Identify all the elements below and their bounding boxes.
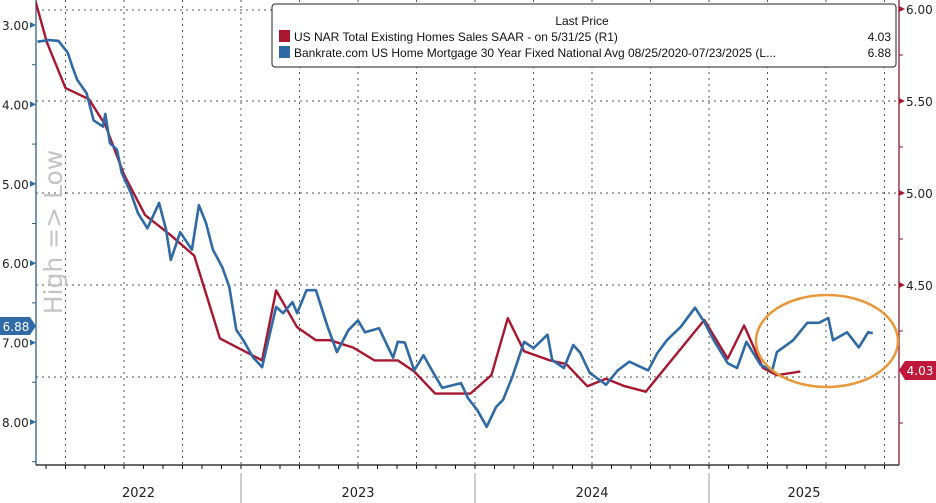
legend-value-home-sales: 4.03 [868, 30, 892, 44]
left-tick-marker [30, 22, 36, 28]
right-tick-marker [899, 190, 905, 196]
left-tick-marker [30, 419, 36, 425]
last-value-mortgage: 6.88 [3, 320, 30, 334]
highlight-ellipse [754, 293, 900, 389]
left-tick-marker [30, 180, 36, 187]
legend-box [271, 3, 897, 68]
legend-value-mortgage: 6.88 [868, 46, 892, 60]
left-tick-label: 4.00 [2, 98, 29, 112]
left-tick-label: 7.00 [2, 337, 29, 351]
legend: Last Price US NAR Total Existing Homes S… [271, 3, 897, 68]
legend-entry-mortgage: Bankrate.com US Home Mortgage 30 Year Fi… [294, 46, 776, 60]
home-sales-line [36, 0, 801, 395]
left-tick-label: 5.00 [2, 178, 29, 192]
left-axis-label: High => Low [39, 150, 68, 314]
mortgage-rate-line [37, 38, 874, 429]
left-tick-label: 3.00 [2, 19, 29, 33]
last-value-home-sales: 4.03 [907, 364, 934, 378]
x-year-label: 2023 [341, 486, 374, 501]
right-tick-marker [899, 98, 905, 104]
right-tick-marker [899, 6, 905, 12]
right-tick-label: 5.00 [906, 187, 933, 201]
left-tick-label: 6.00 [2, 257, 29, 271]
series-group [36, 0, 874, 429]
x-year-label: 2025 [787, 486, 820, 501]
left-tick-marker [30, 339, 36, 346]
right-tick-marker [899, 282, 905, 288]
x-year-label: 2024 [575, 486, 608, 501]
last-value-tag-mortgage: 6.88 [0, 317, 36, 335]
right-tick-label: 5.50 [906, 95, 933, 109]
last-value-tag-home-sales: 4.03 [899, 361, 936, 380]
legend-swatch-red [279, 30, 290, 42]
left-tick-marker [30, 101, 36, 108]
left-tick-label: 8.00 [2, 416, 29, 430]
right-tick-label: 4.50 [906, 279, 933, 293]
left-tick-marker [30, 260, 36, 267]
legend-swatch-blue [279, 46, 290, 58]
right-tick-label: 6.00 [906, 3, 933, 17]
legend-entry-home-sales: US NAR Total Existing Homes Sales SAAR -… [294, 30, 618, 44]
x-year-label: 2022 [122, 486, 155, 501]
legend-header: Last Price [555, 14, 609, 28]
